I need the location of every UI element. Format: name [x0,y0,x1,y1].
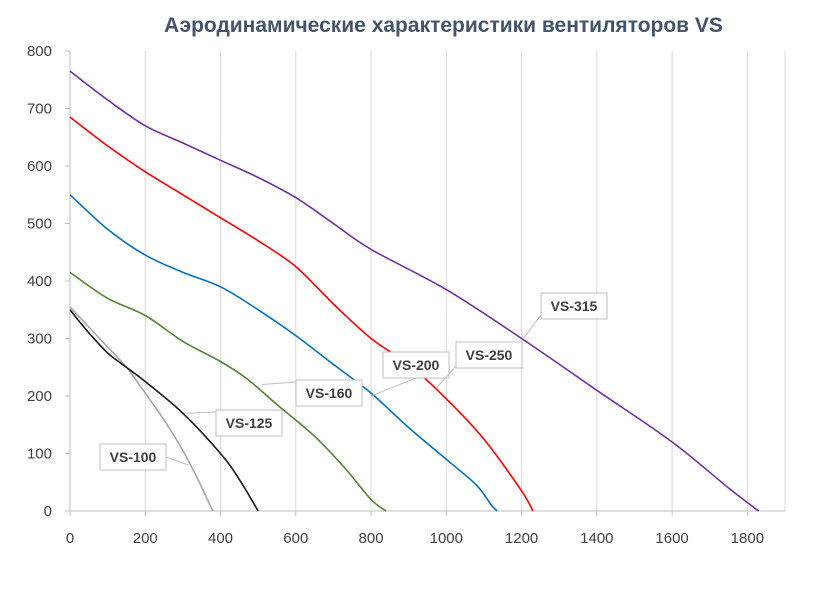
x-tick-label: 1400 [580,530,613,547]
callout-box-vs-200 [382,351,450,379]
series-label-vs-125: VS-125 [226,415,273,431]
callout-leader-vs-160 [261,381,297,385]
series-line-vs-100 [69,306,214,512]
y-tick-label: 700 [27,101,52,118]
callout-leader-vs-250 [436,365,457,388]
y-tick-label: 200 [27,388,52,405]
series-line-vs-250 [69,116,534,512]
x-tick-label: 1200 [505,530,538,547]
callout-box-vs-250 [455,341,523,369]
x-tick-label: 1000 [430,530,463,547]
callout-box-vs-100 [99,443,167,471]
series-label-vs-160: VS-160 [306,385,353,401]
callout-box-vs-160 [295,379,363,407]
series-callouts: VS-100 VS-125 VS-160 VS-200 VS-250 VS-315 [99,292,608,471]
series-lines [69,70,760,512]
x-tick-label: 1600 [655,530,688,547]
x-tick-label: 1800 [731,530,764,547]
y-tick-label: 0 [44,503,52,520]
callout-leader-vs-125 [186,411,217,414]
callout-box-vs-315 [540,292,608,320]
callout-leader-vs-100 [165,456,189,466]
series-line-vs-125 [69,309,259,512]
y-tick-label: 300 [27,331,52,348]
x-tick-label: 0 [66,530,74,547]
y-tick-label: 600 [27,158,52,175]
grid [144,51,786,511]
chart-title: Аэродинамические характеристики вентилят… [164,14,723,37]
series-label-vs-100: VS-100 [110,449,157,465]
callout-leader-vs-315 [523,314,542,339]
axes: 0 200 400 600 800 1000 1200 1400 1600 1800 0 100 200… [27,43,785,547]
callout-box-vs-125 [215,409,283,437]
x-tick-label: 200 [133,530,158,547]
x-tick-label: 600 [283,530,308,547]
callout-leader-vs-200 [370,377,417,397]
series-line-vs-315 [69,70,760,512]
x-tick-label: 400 [208,530,233,547]
series-line-vs-160 [69,271,387,512]
y-tick-label: 100 [27,446,52,463]
series-label-vs-200: VS-200 [393,357,440,373]
series-line-vs-200 [69,194,498,512]
series-label-vs-250: VS-250 [466,347,513,363]
y-tick-label: 800 [27,43,52,60]
x-tick-label: 800 [359,530,384,547]
y-tick-label: 400 [27,273,52,290]
series-label-vs-315: VS-315 [551,298,598,314]
y-tick-label: 500 [27,216,52,233]
